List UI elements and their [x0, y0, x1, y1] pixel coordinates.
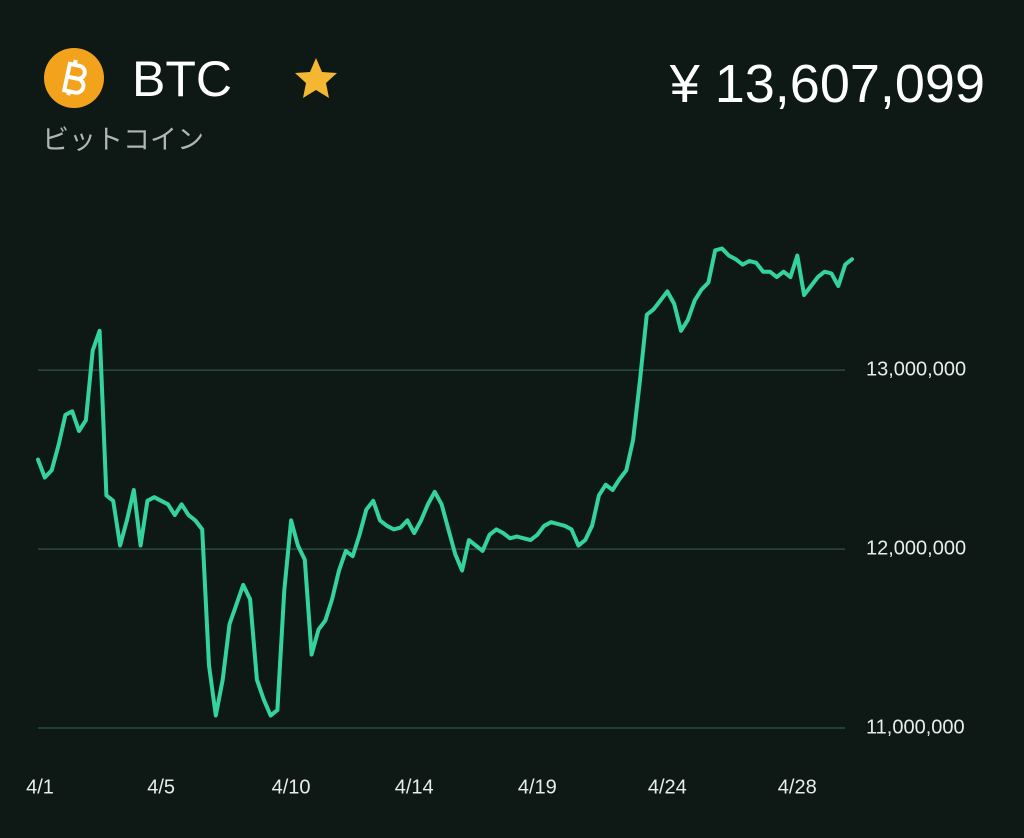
coin-name: ビットコイン — [42, 125, 204, 155]
coin-icon — [44, 48, 104, 108]
x-tick-label: 4/19 — [518, 776, 557, 798]
y-tick-label: 12,000,000 — [866, 537, 966, 559]
x-tick-label: 4/5 — [147, 776, 175, 798]
price: ¥ 13,607,099 — [669, 54, 985, 114]
x-tick-label: 4/1 — [26, 776, 54, 798]
y-tick-label: 13,000,000 — [866, 358, 966, 380]
coin-symbol: BTC — [132, 51, 232, 107]
x-tick-label: 4/10 — [272, 776, 311, 798]
price-line — [36, 246, 854, 718]
x-tick-label: 4/24 — [648, 776, 687, 798]
favorite-star[interactable] — [295, 58, 337, 98]
x-tick-label: 4/14 — [395, 776, 434, 798]
y-tick-label: 11,000,000 — [866, 716, 965, 738]
x-tick-label: 4/28 — [778, 776, 817, 798]
